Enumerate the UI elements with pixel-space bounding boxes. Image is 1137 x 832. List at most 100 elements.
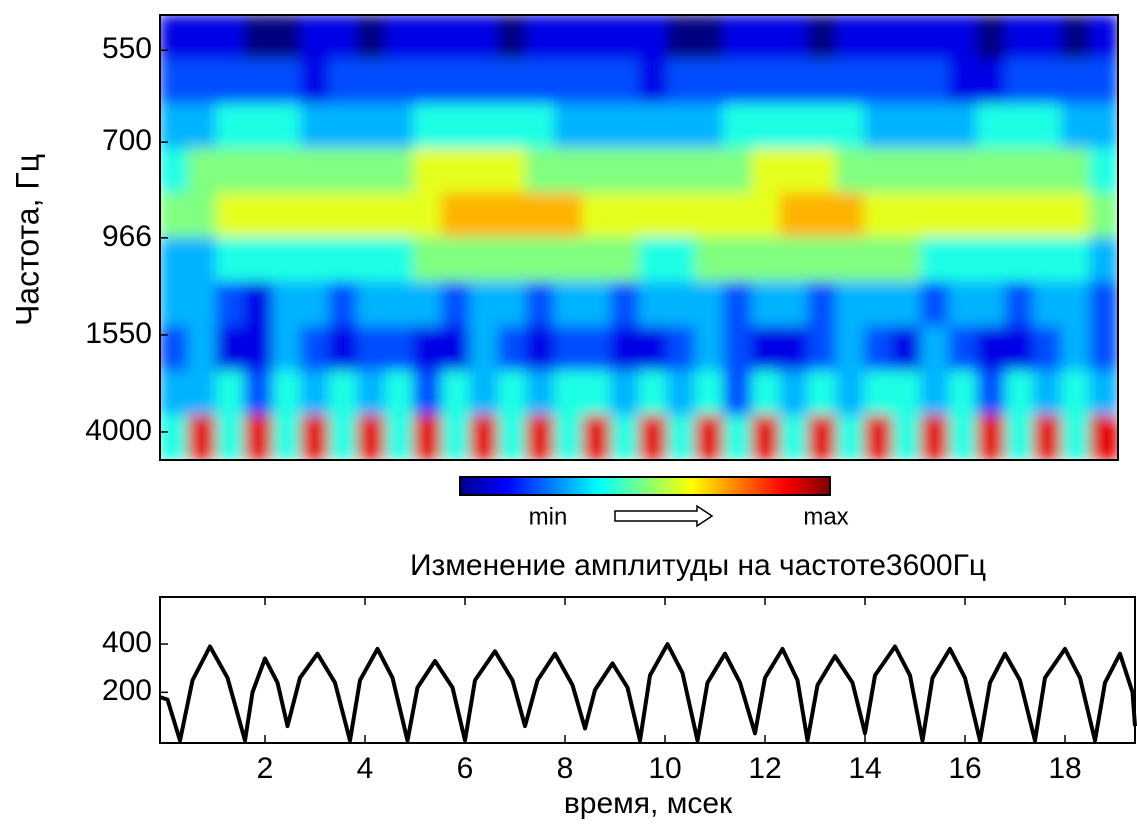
heatmap-cell: [976, 237, 1006, 283]
heatmap-cell: [160, 415, 189, 460]
heatmap-cell: [356, 103, 386, 149]
heatmap-cell: [1004, 59, 1034, 105]
heatmap-cell: [976, 326, 1006, 372]
heatmap-cell: [863, 148, 894, 194]
heatmap-cell: [1032, 326, 1063, 372]
x-tick-label: 12: [748, 752, 781, 785]
y-tick-label: 550: [102, 32, 152, 65]
heatmap-cell: [441, 15, 471, 60]
heatmap-cell: [1061, 15, 1091, 60]
heatmap-cell: [300, 237, 330, 283]
heatmap-cell: [553, 370, 584, 416]
heatmap-cell: [948, 370, 978, 416]
heatmap-cell: [1089, 15, 1118, 60]
heatmap-cell: [1061, 192, 1091, 238]
heatmap-cell: [497, 326, 527, 372]
heatmap-cell: [948, 192, 978, 238]
heatmap-cell: [272, 192, 302, 238]
heatmap-cell: [1032, 415, 1063, 460]
heatmap-cell: [610, 103, 640, 149]
heatmap-cell: [244, 415, 274, 460]
heatmap-cell: [300, 415, 330, 460]
heatmap-cell: [920, 59, 950, 105]
heatmap-cell: [300, 15, 330, 60]
heatmap-cell: [497, 415, 527, 460]
heatmap-cell: [779, 415, 809, 460]
y-axis-label: Частота, Гц: [9, 154, 45, 326]
heatmap-cell: [356, 59, 386, 105]
heatmap-cell: [1004, 103, 1034, 149]
heatmap-cell: [807, 59, 837, 105]
heatmap-cell: [300, 59, 330, 105]
heatmap-cell: [469, 15, 499, 60]
heatmap-cell: [892, 59, 922, 105]
heatmap-cell: [160, 59, 189, 105]
x-tick-label: 18: [1048, 752, 1081, 785]
heatmap-cell: [300, 192, 330, 238]
heatmap-cell: [582, 237, 612, 283]
y-tick-label: 966: [102, 220, 152, 253]
heatmap-cell: [384, 281, 415, 327]
heatmap-cell: [469, 370, 499, 416]
y-tick-label: 200: [102, 674, 152, 707]
heatmap-cell: [835, 415, 865, 460]
heatmap-cell: [497, 281, 527, 327]
heatmap-cell: [525, 326, 555, 372]
heatmap-cell: [751, 326, 781, 372]
heatmap-cell: [610, 15, 640, 60]
heatmap-cell: [328, 370, 358, 416]
heatmap-cell: [328, 326, 358, 372]
heatmap-cell: [666, 281, 696, 327]
heatmap-cell: [666, 326, 696, 372]
heatmap-cell: [413, 192, 443, 238]
heatmap-cell: [694, 415, 725, 460]
x-tick-label: 2: [257, 752, 274, 785]
heatmap-cell: [779, 370, 809, 416]
heatmap-cell: [863, 415, 894, 460]
heatmap-cell: [187, 237, 217, 283]
heatmap-cell: [976, 59, 1006, 105]
heatmap-cell: [666, 103, 696, 149]
heatmap-cell: [187, 148, 217, 194]
heatmap-cell: [215, 148, 246, 194]
heatmap-cell: [779, 103, 809, 149]
heatmap-cell: [187, 103, 217, 149]
x-axis-label: время, мсек: [564, 787, 733, 820]
heatmap-cell: [328, 15, 358, 60]
heatmap-cell: [1004, 326, 1034, 372]
heatmap-cell: [920, 15, 950, 60]
heatmap-cell: [666, 192, 696, 238]
heatmap-cell: [863, 103, 894, 149]
heatmap-cell: [835, 237, 865, 283]
heatmap-cell: [582, 148, 612, 194]
heatmap-cell: [807, 148, 837, 194]
heatmap-cell: [723, 103, 753, 149]
heatmap-cell: [1061, 281, 1091, 327]
heatmap-cell: [1004, 281, 1034, 327]
heatmap-cell: [441, 148, 471, 194]
heatmap-cell: [413, 281, 443, 327]
heatmap-cell: [863, 192, 894, 238]
heatmap-cell: [215, 237, 246, 283]
heatmap-cell: [863, 59, 894, 105]
heatmap-cell: [272, 59, 302, 105]
heatmap-cell: [497, 59, 527, 105]
heatmap-cell: [413, 326, 443, 372]
colorbar-min: min: [529, 503, 568, 530]
heatmap-cell: [751, 281, 781, 327]
heatmap-cell: [187, 59, 217, 105]
heatmap-cell: [582, 103, 612, 149]
heatmap-cell: [328, 192, 358, 238]
heatmap-cell: [356, 148, 386, 194]
heatmap-cell: [160, 326, 189, 372]
heatmap-cell: [920, 237, 950, 283]
heatmap-cell: [723, 59, 753, 105]
heatmap-cell: [807, 370, 837, 416]
heatmap-cell: [356, 326, 386, 372]
heatmap-cell: [497, 148, 527, 194]
heatmap-cell: [582, 192, 612, 238]
heatmap-cell: [610, 148, 640, 194]
heatmap-cell: [1032, 103, 1063, 149]
heatmap-cell: [272, 370, 302, 416]
heatmap-cell: [215, 415, 246, 460]
